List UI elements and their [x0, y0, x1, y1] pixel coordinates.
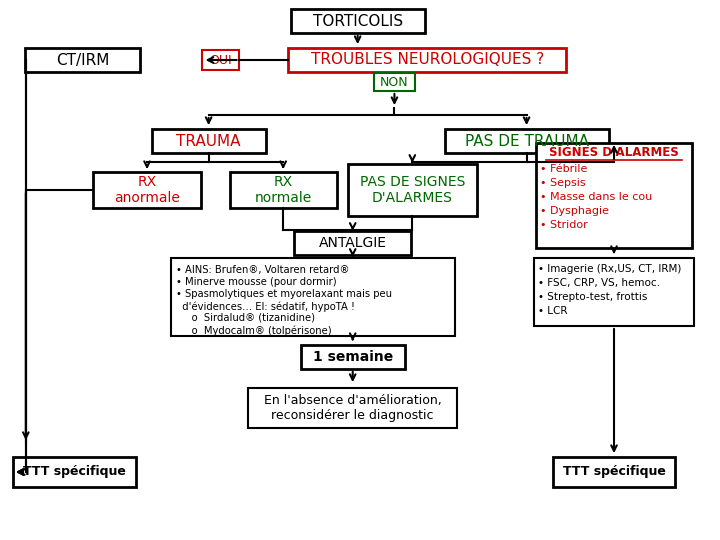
Text: o  Sirdalud® (tizanidine): o Sirdalud® (tizanidine)	[176, 313, 315, 323]
Text: • Stridor: • Stridor	[541, 219, 588, 230]
Text: • FSC, CRP, VS, hemoc.: • FSC, CRP, VS, hemoc.	[538, 278, 660, 288]
Text: o  Mydocalm® (tolpérisone): o Mydocalm® (tolpérisone)	[176, 325, 332, 335]
Text: NON: NON	[380, 76, 409, 89]
Text: 1 semaine: 1 semaine	[312, 350, 393, 364]
Text: • LCR: • LCR	[538, 306, 567, 316]
Text: RX
normale: RX normale	[255, 175, 312, 205]
FancyBboxPatch shape	[374, 73, 415, 91]
FancyBboxPatch shape	[534, 258, 695, 326]
FancyBboxPatch shape	[348, 164, 477, 216]
FancyBboxPatch shape	[14, 457, 135, 487]
Text: • Strepto-test, frottis: • Strepto-test, frottis	[538, 292, 647, 302]
Text: En l'absence d'amélioration,
reconsidérer le diagnostic: En l'absence d'amélioration, reconsidére…	[264, 394, 441, 422]
FancyBboxPatch shape	[291, 9, 425, 33]
Text: • Minerve mousse (pour dormir): • Minerve mousse (pour dormir)	[176, 277, 337, 287]
Text: ANTALGIE: ANTALGIE	[319, 236, 387, 250]
FancyBboxPatch shape	[248, 388, 457, 428]
FancyBboxPatch shape	[230, 172, 337, 208]
Text: PAS DE SIGNES
D'ALARMES: PAS DE SIGNES D'ALARMES	[359, 175, 465, 205]
FancyBboxPatch shape	[94, 172, 201, 208]
Text: • Masse dans le cou: • Masse dans le cou	[541, 192, 653, 201]
Text: TTT spécifique: TTT spécifique	[562, 465, 665, 478]
FancyBboxPatch shape	[294, 231, 411, 255]
FancyBboxPatch shape	[536, 143, 693, 247]
FancyBboxPatch shape	[202, 50, 240, 70]
Text: SIGNES D'ALARMES: SIGNES D'ALARMES	[549, 146, 679, 159]
Text: OUI: OUI	[210, 53, 232, 66]
Text: • Fébrile: • Fébrile	[541, 164, 588, 173]
Text: PAS DE TRAUMA: PAS DE TRAUMA	[464, 133, 588, 148]
FancyBboxPatch shape	[445, 129, 608, 153]
Text: • Imagerie (Rx,US, CT, IRM): • Imagerie (Rx,US, CT, IRM)	[538, 264, 681, 274]
FancyBboxPatch shape	[151, 129, 266, 153]
Text: TORTICOLIS: TORTICOLIS	[312, 14, 402, 29]
FancyBboxPatch shape	[300, 345, 405, 369]
Text: d'évidences… EI: sédatif, hypoTA !: d'évidences… EI: sédatif, hypoTA !	[176, 301, 356, 312]
FancyBboxPatch shape	[288, 48, 567, 72]
Text: • Sepsis: • Sepsis	[541, 178, 586, 187]
Text: TRAUMA: TRAUMA	[176, 133, 241, 148]
Text: TROUBLES NEUROLOGIQUES ?: TROUBLES NEUROLOGIQUES ?	[310, 52, 544, 68]
FancyBboxPatch shape	[553, 457, 675, 487]
FancyBboxPatch shape	[171, 258, 454, 336]
Text: • Dysphagie: • Dysphagie	[541, 206, 610, 215]
Text: • Spasmolytiques et myorelaxant mais peu: • Spasmolytiques et myorelaxant mais peu	[176, 289, 392, 299]
Text: CT/IRM: CT/IRM	[55, 52, 109, 68]
Text: TTT spécifique: TTT spécifique	[23, 465, 126, 478]
Text: RX
anormale: RX anormale	[114, 175, 180, 205]
Text: • AINS: Brufen®, Voltaren retard®: • AINS: Brufen®, Voltaren retard®	[176, 265, 350, 275]
FancyBboxPatch shape	[25, 48, 140, 72]
